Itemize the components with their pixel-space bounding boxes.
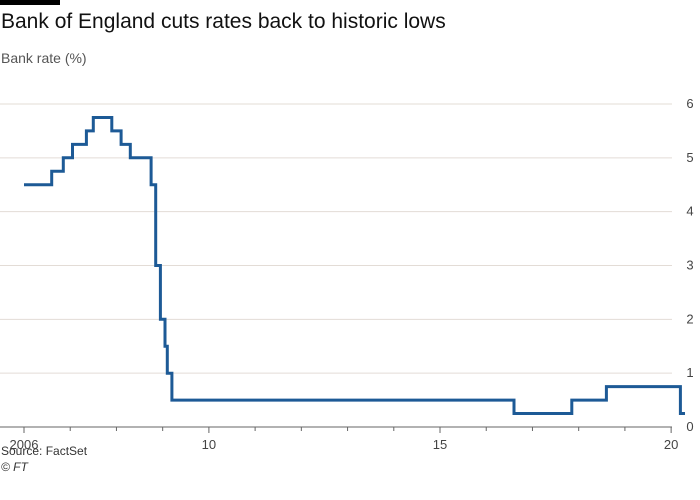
y-tick-label: 6 [686,96,693,111]
x-tick-label: 15 [433,437,447,452]
x-tick-label: 2006 [10,437,39,452]
y-tick-label: 0 [686,419,693,434]
bank-rate-series-line [24,116,685,415]
chart-title: Bank of England cuts rates back to histo… [1,10,446,33]
x-tick-label: 20 [664,437,678,452]
y-tick-label: 1 [686,365,693,380]
x-axis-labels: 2006 10 15 20 [10,437,679,452]
y-tick-label: 3 [686,258,693,273]
top-accent-bar [0,0,60,5]
y-tick-label: 2 [686,311,693,326]
source-note: Source: FactSet [1,444,88,458]
copyright-note: © FT [1,460,28,474]
y-tick-label: 4 [686,204,693,219]
series-layer [24,116,685,415]
x-axis [0,426,672,433]
gridlines [0,103,672,374]
y-tick-label: 5 [686,150,693,165]
y-axis: 0 1 2 3 4 5 6 [686,96,693,434]
x-tick-label: 10 [202,437,216,452]
chart-subtitle: Bank rate (%) [1,50,87,66]
